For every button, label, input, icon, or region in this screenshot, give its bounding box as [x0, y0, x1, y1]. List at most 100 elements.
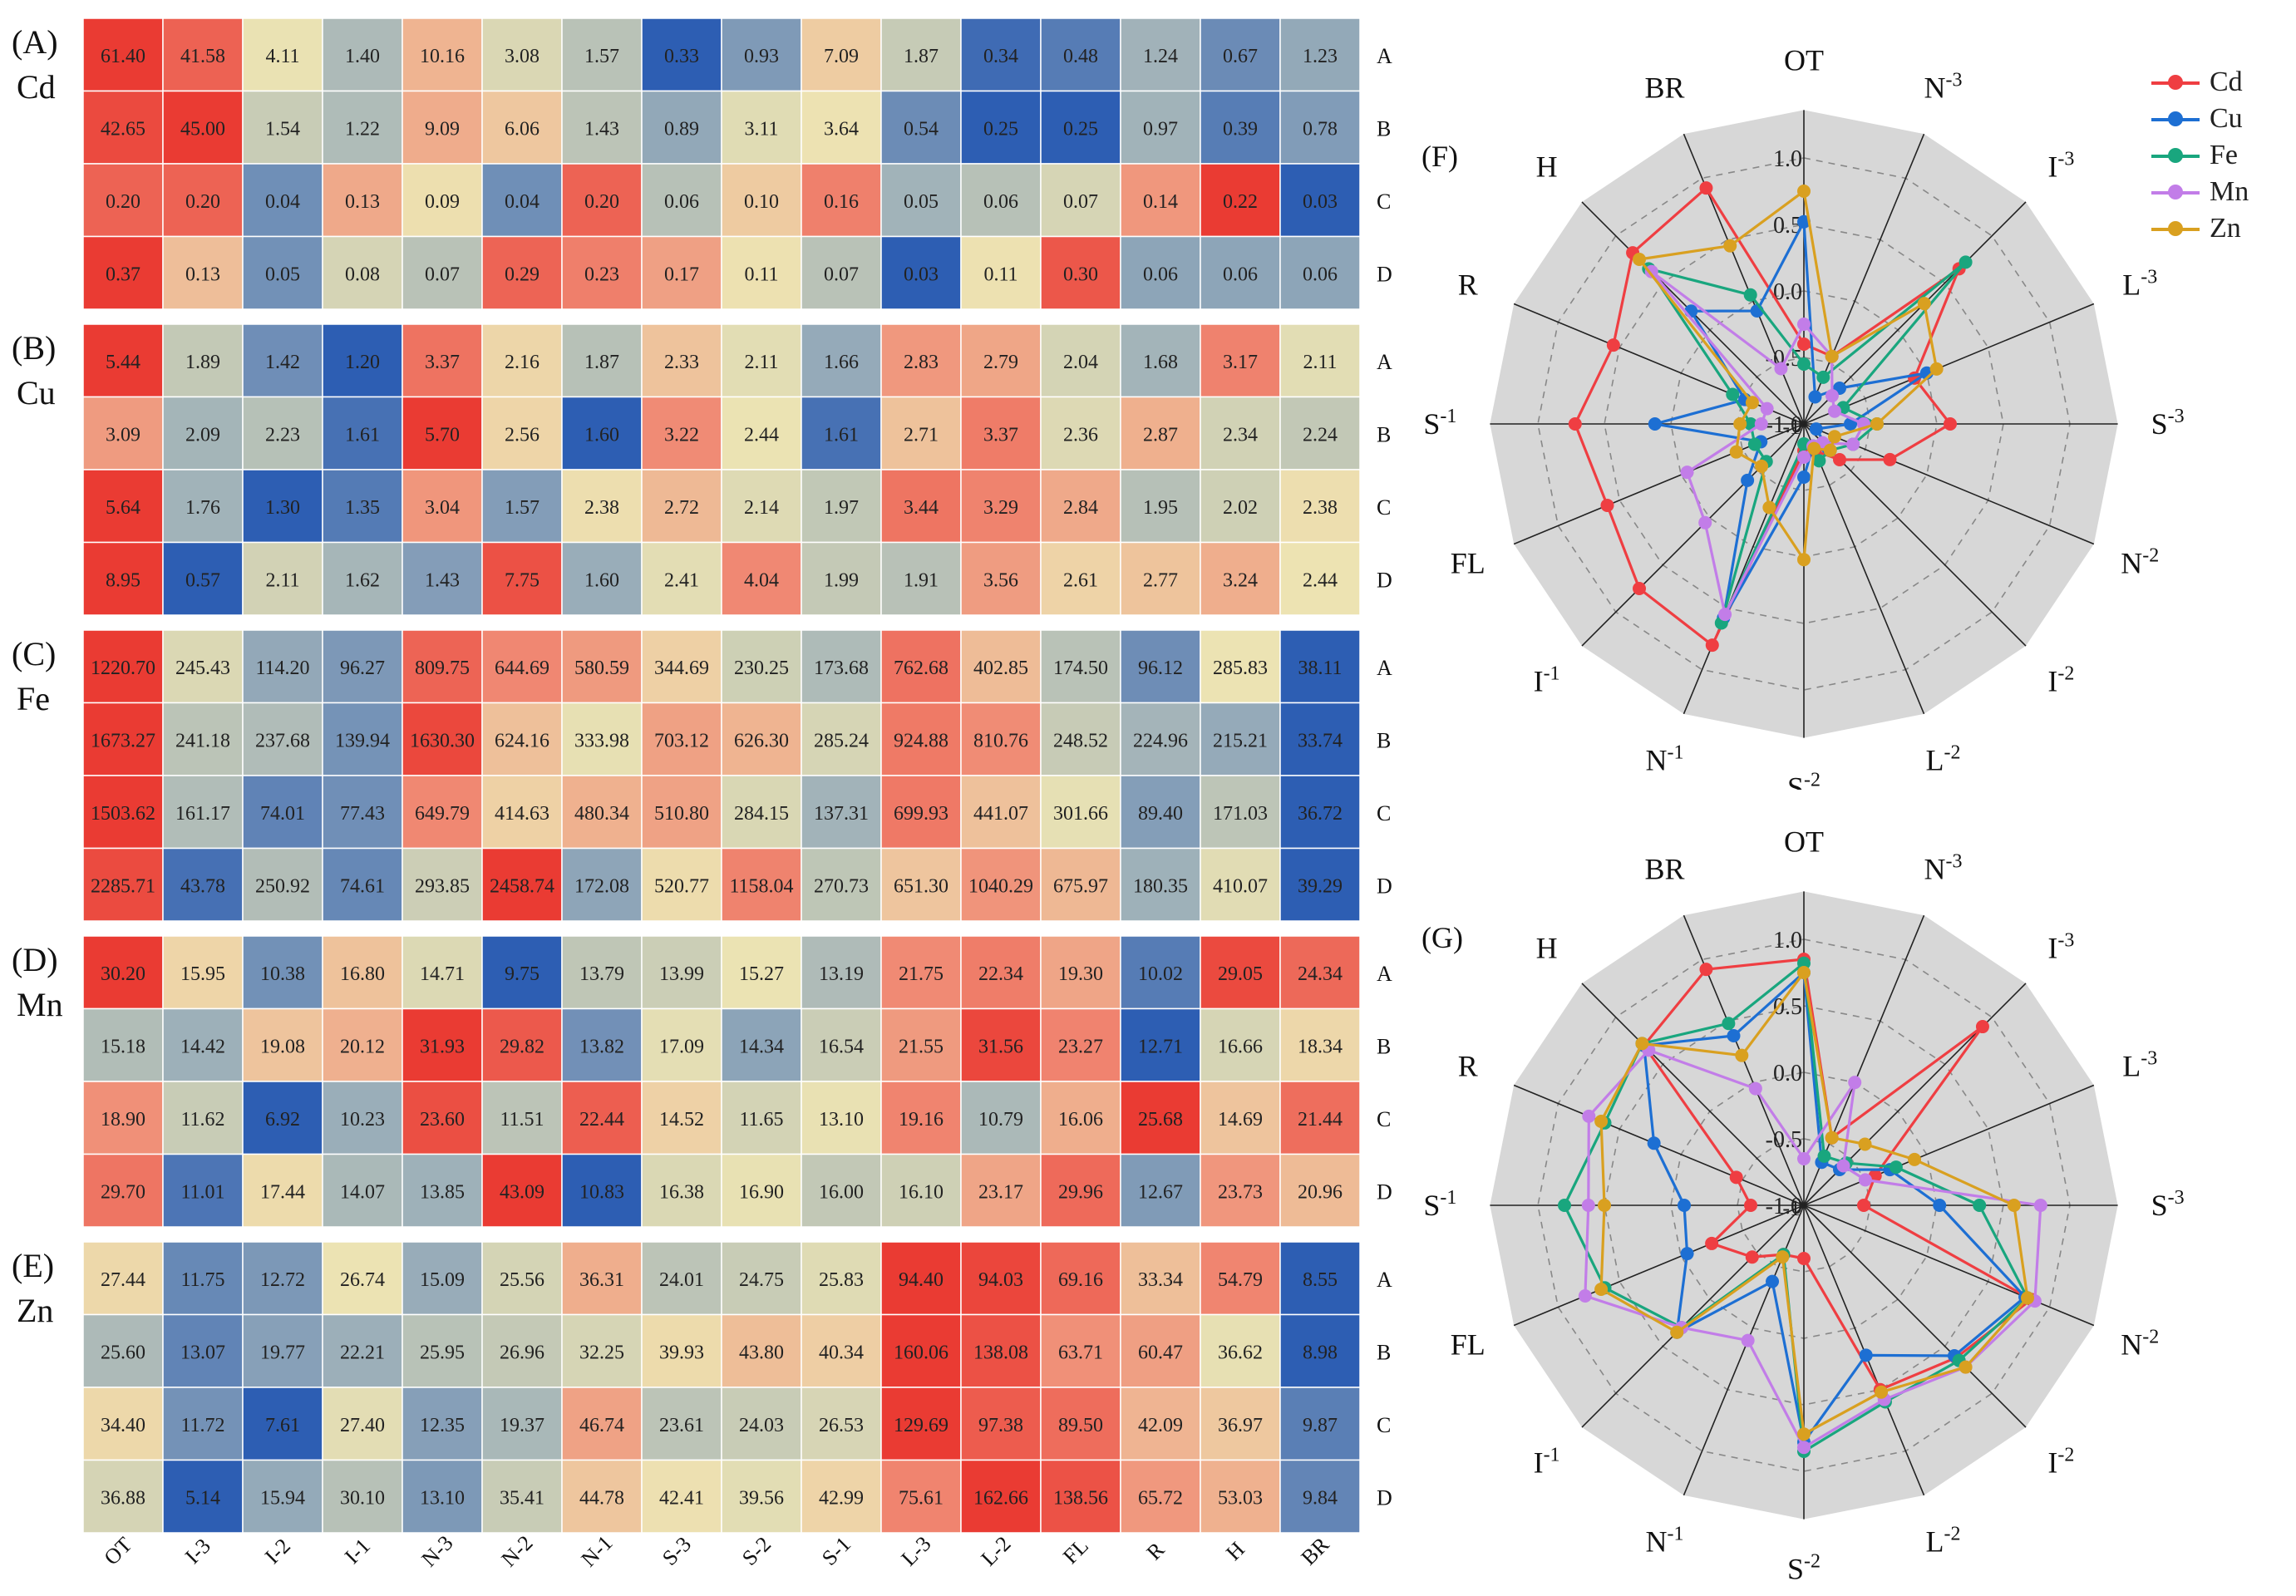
cell-value: 0.06: [664, 191, 699, 213]
radar-spoke: [1581, 1204, 1805, 1428]
panel-tag: (C): [12, 635, 56, 672]
heatmap-cell: [162, 629, 244, 704]
cell-value: 224.96: [1133, 730, 1188, 751]
heatmap-panel-fe: (C) Fe 1220.70 245.43 114.20 96.27 809.75 644.6…: [12, 629, 1392, 922]
heatmap-cell: [162, 775, 244, 850]
cell-value: 241.18: [175, 730, 230, 751]
panel-tag: (A): [12, 23, 58, 61]
cell-value: 0.13: [185, 264, 220, 285]
heatmap-cell: [1120, 323, 1201, 398]
column-label: L-3: [896, 1531, 935, 1570]
radar-point: [1944, 417, 1957, 431]
cell-value: 23.73: [1218, 1181, 1263, 1203]
heatmap-cell: [82, 1241, 164, 1316]
row-label: C: [1377, 190, 1391, 214]
radar-legend: Cd Cu Fe Mn Zn: [2145, 65, 2294, 248]
cell-value: 42.41: [659, 1487, 704, 1509]
cell-value: 2.34: [1223, 424, 1258, 446]
legend-item-cd: Cd: [2145, 65, 2294, 101]
heatmap-chart: (A) Cd 61.40 41.58 4.11 1.40 10.16 3.08 1.57 0.33…: [12, 17, 1392, 1572]
heatmap-cell: [82, 17, 164, 92]
radar-point: [1762, 500, 1776, 515]
cell-value: 2.11: [265, 569, 299, 591]
heatmap-cell: [1040, 1459, 1121, 1534]
cell-value: 441.07: [973, 803, 1028, 825]
heatmap-cell: [162, 1459, 244, 1534]
cell-value: 35.41: [500, 1487, 544, 1509]
legend-item-fe: Fe: [2145, 138, 2294, 175]
cell-value: 16.90: [739, 1181, 784, 1203]
heatmap-cell: [82, 90, 164, 165]
radar-point: [1848, 1076, 1862, 1090]
radar-point: [2007, 1199, 2021, 1212]
heatmap-cell: [641, 163, 722, 238]
column-label: BR: [1296, 1532, 1333, 1569]
heatmap-cell: [721, 235, 802, 310]
cell-value: 16.10: [899, 1181, 944, 1203]
radar-point: [1729, 445, 1743, 459]
cell-value: 0.06: [1303, 264, 1338, 285]
cell-value: 2.84: [1063, 497, 1098, 519]
row-label: B: [1377, 422, 1391, 446]
heatmap-cell: [721, 541, 802, 616]
column-label: H: [1221, 1537, 1249, 1565]
cell-value: 699.93: [894, 803, 948, 825]
heatmap-cell: [641, 1387, 722, 1461]
heatmap-cell: [801, 235, 882, 310]
radar-point: [1858, 1137, 1872, 1151]
cell-value: 0.03: [1303, 191, 1338, 213]
cell-value: 22.21: [340, 1342, 385, 1363]
cell-value: 46.74: [579, 1415, 624, 1436]
heatmap-cell: [801, 163, 882, 238]
radar-axis-label: BR: [1645, 71, 1685, 105]
heatmap-cell: [641, 323, 722, 398]
heatmap-cell: [960, 775, 1042, 850]
cell-value: 114.20: [255, 658, 309, 679]
heatmap-cell: [880, 1153, 962, 1228]
heatmap-cell: [322, 1007, 403, 1082]
heatmap-cell: [1279, 702, 1361, 776]
cell-value: 89.50: [1058, 1415, 1103, 1436]
cell-value: 0.33: [664, 46, 699, 67]
cell-value: 2.33: [664, 352, 699, 373]
cell-value: 293.85: [415, 875, 470, 897]
column-label: N-2: [496, 1530, 537, 1571]
heatmap-cell: [82, 396, 164, 470]
row-label: A: [1377, 1268, 1392, 1292]
cell-value: 19.16: [899, 1109, 944, 1130]
cell-value: 2.38: [1303, 497, 1338, 519]
cell-value: 96.12: [1138, 658, 1183, 679]
cell-value: 1.95: [1143, 497, 1178, 519]
radar-point: [1598, 1199, 1611, 1212]
radar-point: [1705, 638, 1719, 653]
radar-axis-label: S-1: [1423, 406, 1456, 441]
cell-value: 0.25: [983, 118, 1018, 140]
cell-value: 250.92: [255, 875, 310, 897]
cell-value: 10.02: [1138, 963, 1183, 985]
cell-value: 1.97: [824, 497, 859, 519]
legend-label: Fe: [2210, 140, 2238, 170]
heatmap-cell: [481, 1313, 563, 1388]
row-label: B: [1377, 1340, 1391, 1364]
radar-point: [1774, 362, 1788, 376]
radar-point: [1883, 452, 1897, 466]
cell-value: 5.14: [185, 1487, 220, 1509]
cell-value: 10.23: [340, 1109, 385, 1130]
legend-label: Zn: [2210, 213, 2241, 244]
cell-value: 3.08: [505, 46, 540, 67]
row-label: A: [1377, 350, 1392, 374]
heatmap-cell: [1040, 90, 1121, 165]
heatmap-cell: [402, 163, 483, 238]
radar-tick-label: -1.0: [1766, 1194, 1802, 1219]
radar-spoke: [1803, 423, 1925, 715]
heatmap-cell: [242, 935, 323, 1010]
panel-metal-label: Zn: [17, 1292, 53, 1329]
radar-spoke: [1683, 423, 1805, 715]
heatmap-cell: [481, 1387, 563, 1461]
heatmap-cell: [561, 235, 643, 310]
cell-value: 1.87: [904, 46, 939, 67]
cell-value: 10.16: [420, 46, 465, 67]
cell-value: 60.47: [1138, 1342, 1183, 1363]
radar-point: [1832, 452, 1846, 466]
heatmap-cell: [960, 17, 1042, 92]
